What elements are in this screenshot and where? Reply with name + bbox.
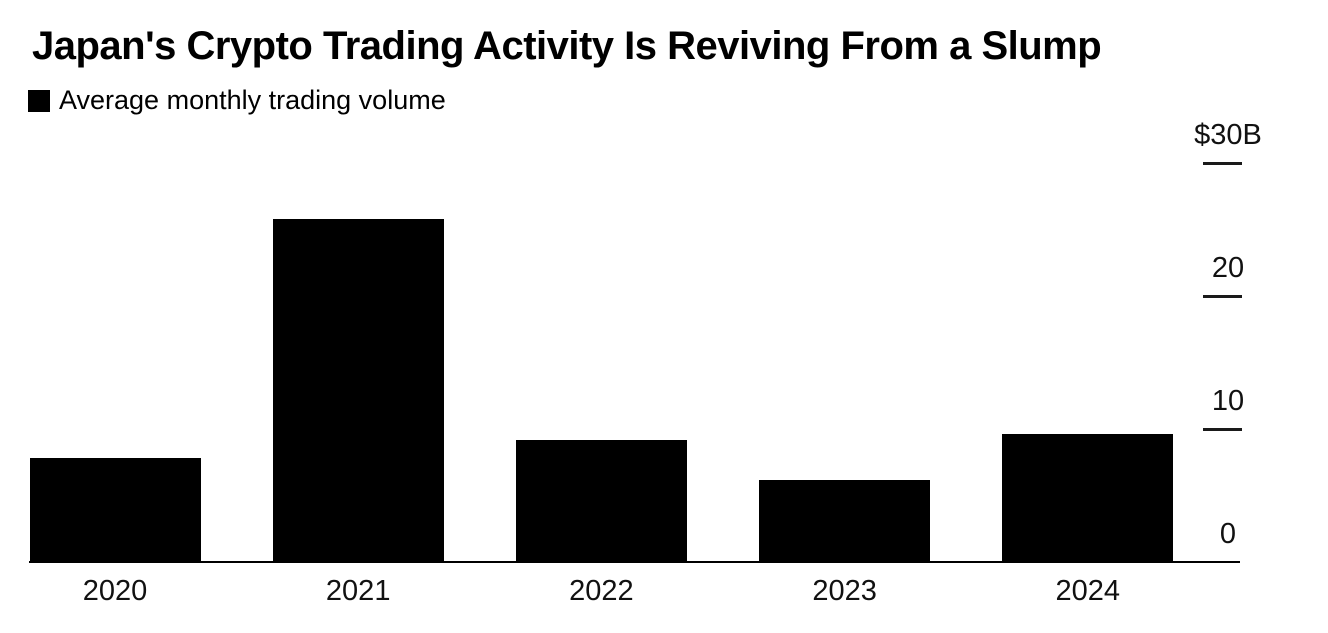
x-axis-label-2023: 2023 (812, 575, 877, 607)
chart-title: Japan's Crypto Trading Activity Is Reviv… (32, 24, 1102, 68)
bar-2021 (272, 218, 444, 562)
y-axis-tick-20 (1203, 294, 1242, 298)
legend-swatch-icon (28, 89, 50, 112)
y-axis-tick-30 (1203, 161, 1242, 165)
bar-2022 (515, 439, 687, 562)
bar-2023 (759, 479, 931, 562)
y-axis-tick-10 (1203, 427, 1242, 431)
legend: Average monthly trading volume (28, 87, 446, 114)
x-axis-label-2024: 2024 (1055, 575, 1121, 607)
x-axis-label-2022: 2022 (569, 575, 634, 607)
y-axis-label-30: $30B (1194, 119, 1262, 151)
y-axis-label-10: 10 (1211, 385, 1245, 417)
y-axis-label-0: 0 (1219, 518, 1237, 550)
x-axis-label-2021: 2021 (325, 575, 391, 607)
bar-2020 (29, 458, 201, 562)
y-axis-label-20: 20 (1211, 252, 1245, 284)
bar-2024 (1002, 434, 1174, 562)
x-axis-line (29, 561, 1240, 563)
legend-label: Average monthly trading volume (59, 85, 446, 115)
x-axis-label-2020: 2020 (82, 575, 148, 607)
